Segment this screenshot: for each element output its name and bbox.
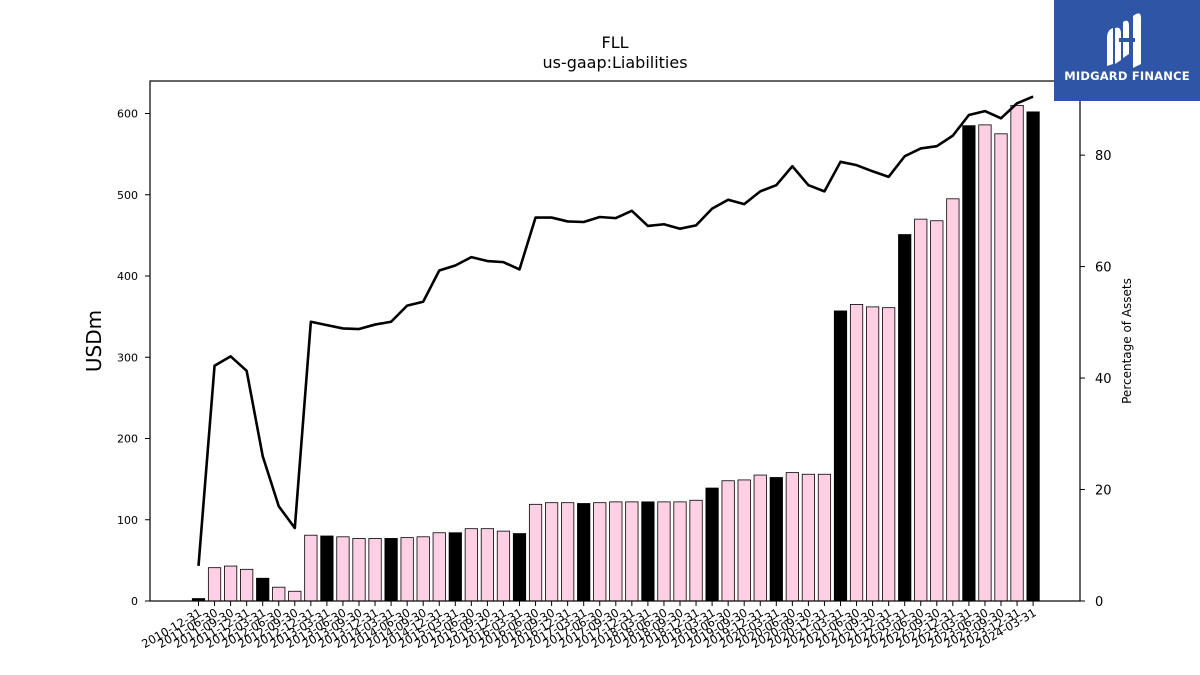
bar: [833, 310, 848, 602]
bar: [609, 501, 623, 602]
bar: [1026, 111, 1040, 602]
right-axis: 0 20 40 60 80: [1080, 149, 1112, 610]
bar: [496, 530, 511, 602]
bar: [240, 568, 254, 602]
left-axis: 0 100 200 300 400 500 600: [117, 108, 150, 608]
bar: [336, 536, 350, 602]
bar: [545, 502, 559, 602]
bar: [256, 577, 270, 602]
y2-tick-label: 0: [1095, 595, 1103, 610]
bar-series: [191, 104, 1040, 602]
bar: [946, 198, 960, 602]
bar: [352, 538, 366, 602]
bar: [849, 304, 864, 602]
bar: [930, 220, 944, 602]
bar: [801, 473, 816, 602]
x-axis: 2010-12-312011-06-302011-09-302011-12-31…: [139, 601, 1039, 651]
y2-tick-label: 40: [1095, 372, 1112, 387]
bar: [480, 528, 495, 602]
y-tick-label: 300: [117, 351, 138, 364]
bar: [721, 480, 735, 602]
y2-tick-label: 20: [1095, 484, 1112, 499]
bar: [657, 501, 671, 602]
y-tick-label: 100: [117, 514, 138, 527]
y2-axis-label: Percentage of Assets: [1120, 278, 1134, 404]
bar: [384, 538, 398, 602]
bar: [223, 565, 238, 602]
bar: [368, 538, 382, 602]
bar: [512, 533, 527, 602]
y-tick-label: 200: [117, 433, 138, 446]
y-tick-label: 600: [117, 108, 138, 121]
bar: [753, 474, 767, 602]
y2-tick-label: 80: [1095, 149, 1112, 164]
bar: [304, 534, 318, 602]
bar: [432, 532, 446, 602]
bar: [416, 536, 430, 602]
bar: [962, 125, 976, 602]
bar: [978, 124, 992, 602]
bar: [625, 501, 639, 602]
bar: [994, 133, 1008, 602]
percentage-line: [197, 95, 1034, 566]
bar: [641, 501, 655, 602]
bar: [914, 218, 928, 602]
bar: [577, 503, 591, 602]
chart-subtitle: us-gaap:Liabilities: [542, 53, 687, 72]
bar: [882, 307, 896, 602]
bar: [785, 472, 799, 602]
y-axis-label: USDm: [82, 310, 106, 372]
bar: [705, 487, 719, 602]
bar: [207, 567, 222, 602]
bar: [866, 306, 880, 602]
y-tick-label: 400: [117, 270, 138, 283]
midgard-logo-icon: [1107, 13, 1141, 68]
line-series: [197, 95, 1034, 566]
y-tick-label: 0: [131, 595, 138, 608]
bar: [1010, 104, 1024, 602]
y-tick-label: 500: [117, 189, 138, 202]
bar: [673, 501, 687, 602]
bar: [320, 535, 334, 602]
bar: [898, 234, 912, 602]
bar: [448, 532, 462, 602]
bar: [464, 528, 478, 602]
bar: [689, 499, 703, 602]
bar: [737, 479, 751, 602]
bar: [593, 502, 607, 602]
bar: [400, 537, 414, 602]
plot-frame: [149, 80, 1081, 602]
logo-badge: MIDGARD FINANCE: [1054, 0, 1200, 101]
bar: [769, 477, 783, 602]
bar: [817, 473, 832, 602]
bar: [272, 586, 286, 602]
y2-tick-label: 60: [1095, 261, 1112, 276]
bar: [528, 503, 543, 602]
logo-text: MIDGARD FINANCE: [1064, 69, 1190, 83]
bar: [561, 502, 575, 602]
chart-title: FLL: [601, 33, 628, 52]
bar: [288, 590, 302, 602]
